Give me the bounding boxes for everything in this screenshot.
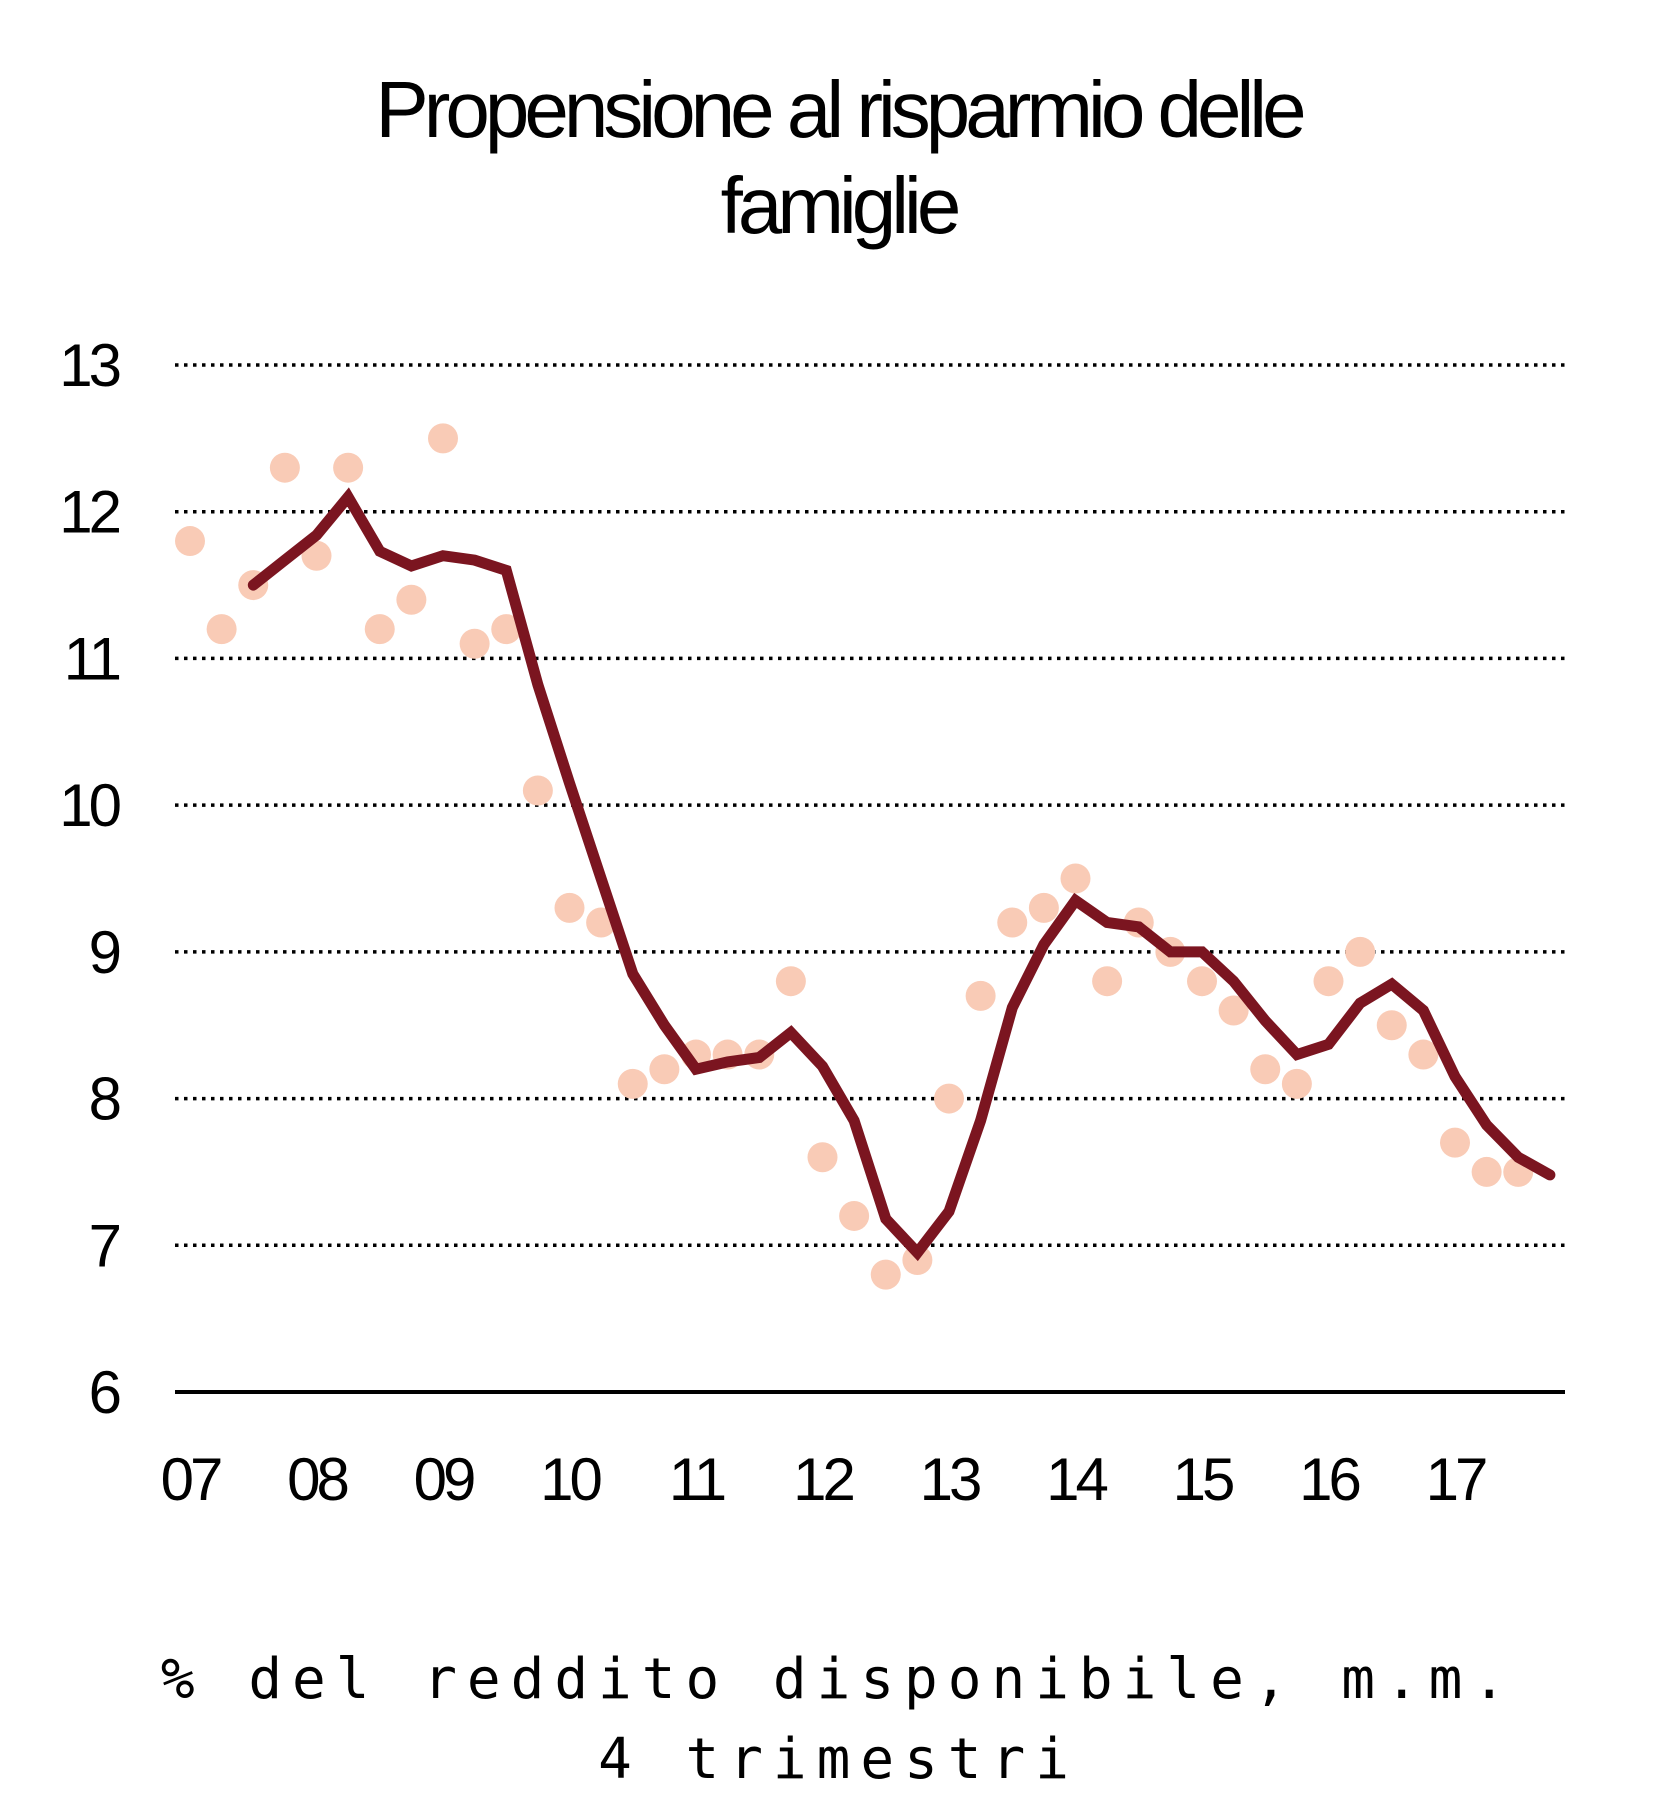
y-tick-label: 11	[64, 625, 120, 692]
chart-title-line-1: Propensione al risparmio delle	[375, 65, 1306, 154]
data-point	[1313, 966, 1344, 997]
data-point	[934, 1083, 964, 1114]
data-point	[1250, 1054, 1281, 1085]
data-point	[1345, 936, 1376, 967]
data-point	[775, 966, 806, 997]
data-point	[870, 1259, 901, 1290]
data-point	[1471, 1156, 1502, 1187]
chart-note-line-2: 4 trimestri	[598, 1727, 1079, 1792]
data-point	[807, 1142, 838, 1173]
data-point	[617, 1068, 648, 1099]
data-point	[1440, 1127, 1470, 1158]
series-line	[247, 487, 1556, 1262]
data-point	[364, 614, 395, 645]
grid-layer	[175, 363, 1565, 1394]
data-point	[1187, 966, 1217, 997]
x-tick-label: 12	[793, 1446, 853, 1513]
data-point	[491, 614, 522, 645]
x-tick-label: 17	[1426, 1446, 1486, 1513]
y-tick-label: 6	[89, 1359, 120, 1426]
data-point	[396, 584, 427, 615]
data-point	[1028, 892, 1059, 923]
chart-title-line-2: famiglie	[720, 161, 962, 250]
x-axis-ticks: 07 08 09 10 11 12 13 14 15 16 17	[161, 1446, 1490, 1513]
data-point	[522, 775, 553, 806]
data-point	[333, 452, 364, 483]
data-point	[1408, 1039, 1439, 1070]
x-tick-label: 14	[1046, 1446, 1107, 1513]
y-tick-label: 10	[59, 772, 120, 839]
data-point	[997, 907, 1028, 938]
chart-note-line-1: % del reddito disponibile, m.m.	[160, 1647, 1517, 1712]
data-point	[1281, 1068, 1312, 1099]
data-point	[428, 423, 458, 454]
y-tick-label: 13	[59, 332, 119, 399]
data-point	[1218, 995, 1249, 1026]
data-point	[649, 1054, 680, 1085]
chart-title: Propensione al risparmio delle famiglie	[0, 62, 1677, 254]
data-point	[839, 1200, 870, 1231]
data-point	[206, 614, 237, 645]
y-tick-label: 9	[89, 919, 120, 986]
x-tick-label: 11	[669, 1446, 725, 1513]
data-point	[459, 628, 490, 659]
data-point	[301, 540, 332, 571]
x-tick-label: 10	[540, 1446, 601, 1513]
x-tick-label: 08	[287, 1446, 347, 1513]
data-point	[965, 980, 996, 1011]
moving-average-line	[247, 487, 1556, 1262]
data-point	[269, 452, 300, 483]
y-tick-label: 8	[89, 1066, 120, 1133]
y-tick-label: 7	[89, 1212, 120, 1279]
x-tick-label: 09	[414, 1446, 474, 1513]
data-point	[1092, 966, 1123, 997]
y-tick-label: 12	[59, 479, 119, 546]
data-point	[1060, 863, 1091, 894]
y-axis-ticks: 13 12 11 10 9 8 7 6	[59, 332, 124, 1426]
x-tick-label: 15	[1173, 1446, 1233, 1513]
data-point	[554, 892, 585, 923]
data-point	[1376, 1010, 1407, 1041]
x-tick-label: 13	[920, 1446, 980, 1513]
x-tick-label: 16	[1299, 1446, 1359, 1513]
x-tick-label: 07	[161, 1446, 221, 1513]
data-point	[175, 526, 205, 557]
chart-note: % del reddito disponibile, m.m. 4 trimes…	[0, 1640, 1677, 1800]
